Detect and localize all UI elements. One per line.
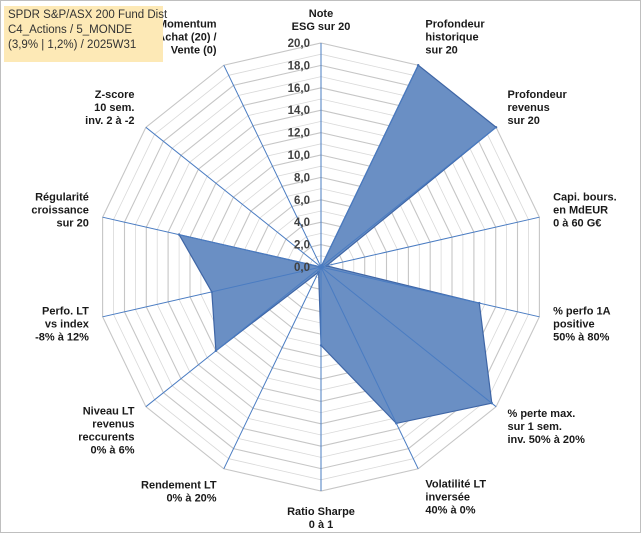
category-label-line: historique xyxy=(425,31,478,43)
category-label-line: 0% à 6% xyxy=(90,444,134,456)
spoke-4 xyxy=(320,216,540,268)
category-label-line: sur 1 sem. xyxy=(508,421,562,433)
category-label-line: Vente (0) xyxy=(171,44,217,56)
spoke-layer xyxy=(102,43,540,491)
category-label-8: Ratio Sharpe 0 à 1 xyxy=(287,506,355,531)
spoke-7 xyxy=(320,266,419,470)
category-label-line: revenus xyxy=(508,102,550,114)
chart-title-box: SPDR S&P/ASX 200 Fund Dist C4_Actions / … xyxy=(4,6,168,62)
category-label-line: inv. 2 à -2 xyxy=(85,115,134,127)
spoke-11 xyxy=(102,266,322,318)
category-label-line: inversée xyxy=(425,492,470,504)
tick-label: 16,0 xyxy=(288,83,310,95)
category-label-line: sur 20 xyxy=(508,115,540,127)
category-label-line: inv. 50% à 20% xyxy=(508,434,586,446)
category-label-line: Niveau LT xyxy=(83,405,135,417)
category-label-line: vs index xyxy=(45,318,90,330)
category-label-line: reccurents xyxy=(78,431,134,443)
category-label-line: Achat (20) / xyxy=(157,31,216,43)
category-label-5: % perfo 1A positive 50% à 80% xyxy=(553,305,611,343)
tick-label: 0,0 xyxy=(294,262,310,274)
tick-label: 6,0 xyxy=(294,195,310,207)
category-label-line: Régularité xyxy=(35,192,89,204)
spoke-2 xyxy=(320,64,419,268)
tick-label: 14,0 xyxy=(288,105,310,117)
category-label-line: % perfo 1A xyxy=(553,305,611,317)
series-layer xyxy=(177,63,498,425)
category-label-6: % perte max. sur 1 sem. inv. 50% à 20% xyxy=(508,408,586,446)
category-label-9: Rendement LT 0% à 20% xyxy=(141,479,217,504)
category-label-10: Niveau LT revenus reccurents 0% à 6% xyxy=(78,405,135,456)
category-label-11: Perfo. LT vs index -8% à 12% xyxy=(35,305,90,343)
category-label-line: sur 20 xyxy=(425,44,457,56)
category-label-line: Profondeur xyxy=(508,89,568,101)
category-label-line: revenus xyxy=(92,418,134,430)
tick-label: 18,0 xyxy=(288,60,310,72)
category-label-12: Régularité croissance sur 20 xyxy=(31,192,88,230)
category-label-layer: Note ESG sur 20 Profondeur historique sur 20… xyxy=(31,8,616,531)
category-label-line: sur 20 xyxy=(56,218,88,230)
category-label-line: 0 à 60 G€ xyxy=(553,218,601,230)
category-label-line: Rendement LT xyxy=(141,479,217,491)
category-label-line: Ratio Sharpe xyxy=(287,506,355,518)
category-label-line: positive xyxy=(553,318,595,330)
tick-label: 4,0 xyxy=(294,217,310,229)
category-label-line: 50% à 80% xyxy=(553,331,609,343)
spoke-14 xyxy=(223,64,322,268)
category-label-3: Profondeur revenus sur 20 xyxy=(508,89,568,127)
spoke-12 xyxy=(102,216,322,268)
category-label-4: Capi. bours. en MdEUR 0 à 60 G€ xyxy=(553,192,617,230)
spoke-3 xyxy=(320,126,497,268)
category-label-line: % perte max. xyxy=(508,408,576,420)
category-label-line: 0 à 1 xyxy=(309,519,333,531)
category-label-line: Volatilité LT xyxy=(425,479,486,491)
category-label-line: 0% à 20% xyxy=(166,492,216,504)
tick-label: 2,0 xyxy=(294,240,310,252)
category-label-14: Momentum Achat (20) / Vente (0) xyxy=(157,18,217,56)
tick-label: 20,0 xyxy=(288,38,310,50)
category-label-13: Z-score 10 sem. inv. 2 à -2 xyxy=(85,89,134,127)
tick-label: 10,0 xyxy=(288,150,310,162)
spoke-9 xyxy=(223,266,322,470)
spoke-13 xyxy=(145,126,322,268)
category-label-line: ESG sur 20 xyxy=(292,21,351,33)
category-label-7: Volatilité LT inversée 40% à 0% xyxy=(425,479,486,517)
tick-label: 8,0 xyxy=(294,172,310,184)
category-label-line: 10 sem. xyxy=(94,102,134,114)
title-line-2: C4_Actions / 5_MONDE xyxy=(8,24,132,36)
title-line-3: (3,9% | 1,2%) / 2025W31 xyxy=(8,39,137,51)
spoke-6 xyxy=(320,266,497,408)
tick-label-layer: 0,0 2,0 4,0 6,0 8,0 10,0 12,0 14,0 16,0 18,0 20,0 xyxy=(288,38,310,274)
tick-label: 12,0 xyxy=(288,128,310,140)
category-label-line: Perfo. LT xyxy=(42,305,89,317)
category-label-line: Momentum xyxy=(158,18,217,30)
category-label-line: -8% à 12% xyxy=(35,331,89,343)
spoke-5 xyxy=(320,266,540,318)
category-label-line: 40% à 0% xyxy=(425,505,475,517)
category-label-line: Capi. bours. xyxy=(553,192,617,204)
spoke-10 xyxy=(145,266,322,408)
category-label-1: Note ESG sur 20 xyxy=(292,8,351,33)
category-label-line: Profondeur xyxy=(425,18,485,30)
category-label-line: Z-score xyxy=(95,89,135,101)
category-label-2: Profondeur historique sur 20 xyxy=(425,18,485,56)
category-label-line: croissance xyxy=(31,205,88,217)
category-label-line: en MdEUR xyxy=(553,205,608,217)
title-line-1: SPDR S&P/ASX 200 Fund Dist xyxy=(8,9,168,21)
category-label-line: Note xyxy=(309,8,333,20)
